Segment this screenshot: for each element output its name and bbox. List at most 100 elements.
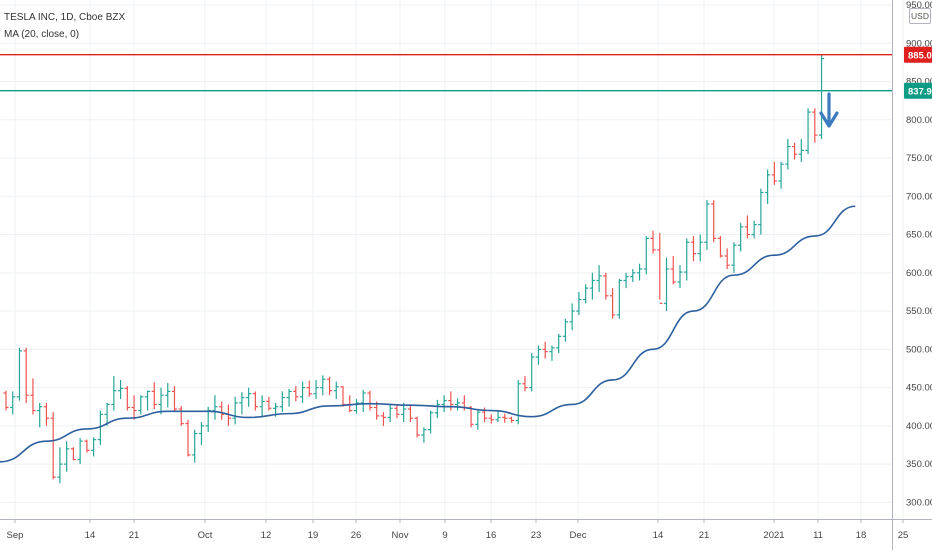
ohlc-bar[interactable] (542, 341, 548, 359)
ohlc-bar[interactable] (124, 386, 130, 411)
ohlc-bar[interactable] (111, 376, 117, 411)
ohlc-bar[interactable] (347, 395, 353, 413)
ohlc-bar[interactable] (205, 406, 211, 432)
ohlc-bar[interactable] (131, 395, 137, 420)
ohlc-bar[interactable] (643, 236, 649, 275)
currency-button[interactable]: USD (909, 8, 931, 24)
ohlc-bar[interactable] (360, 389, 366, 413)
ohlc-bar[interactable] (657, 233, 663, 305)
down-arrow-icon[interactable] (819, 92, 839, 128)
ohlc-bar[interactable] (630, 268, 636, 283)
ohlc-bar[interactable] (488, 414, 494, 424)
moving-average-line[interactable] (0, 205, 856, 463)
ohlc-bar[interactable] (37, 402, 43, 428)
ohlc-bar[interactable] (117, 379, 124, 400)
ohlc-bar[interactable] (785, 138, 791, 170)
ohlc-bar[interactable] (414, 416, 420, 438)
indicator-legend[interactable]: MA (20, close, 0) (4, 29, 80, 40)
ohlc-bar[interactable] (239, 392, 245, 415)
ohlc-bar[interactable] (84, 439, 90, 453)
ohlc-bar[interactable] (818, 54, 825, 139)
ohlc-bar[interactable] (286, 389, 292, 407)
ohlc-bar[interactable] (70, 447, 76, 461)
ohlc-bar[interactable] (192, 429, 198, 463)
ohlc-bar[interactable] (670, 255, 676, 285)
ohlc-bar[interactable] (144, 390, 151, 411)
ohlc-bar[interactable] (508, 416, 515, 423)
ohlc-bar[interactable] (589, 272, 595, 300)
ohlc-bar[interactable] (738, 223, 744, 252)
ohlc-bar[interactable] (212, 395, 218, 420)
ohlc-bar[interactable] (697, 234, 703, 262)
ohlc-bar[interactable] (23, 347, 29, 403)
ohlc-bar[interactable] (650, 230, 656, 254)
ohlc-bar[interactable] (320, 375, 326, 396)
ohlc-bar[interactable] (306, 380, 312, 397)
ohlc-bar[interactable] (603, 272, 609, 300)
ohlc-bar[interactable] (165, 383, 171, 408)
ohlc-bar[interactable] (771, 161, 777, 185)
ohlc-bar[interactable] (158, 387, 164, 415)
ohlc-bar[interactable] (684, 238, 690, 281)
ohlc-bar[interactable] (151, 382, 157, 410)
ohlc-bar[interactable] (340, 386, 346, 407)
ohlc-bar[interactable] (812, 108, 818, 143)
ohlc-bar[interactable] (535, 345, 542, 365)
ohlc-bar[interactable] (104, 402, 110, 426)
ohlc-bar[interactable] (259, 395, 265, 417)
ohlc-bar[interactable] (64, 441, 70, 472)
ohlc-bar[interactable] (50, 412, 56, 480)
ohlc-bar[interactable] (522, 376, 528, 392)
ohlc-bar[interactable] (502, 413, 508, 423)
ohlc-bar[interactable] (326, 376, 333, 396)
ohlc-bar[interactable] (367, 390, 373, 411)
ohlc-bar[interactable] (441, 395, 447, 413)
ohlc-bar[interactable] (138, 395, 144, 415)
ohlc-bar[interactable] (428, 410, 434, 434)
ohlc-bar[interactable] (515, 379, 521, 425)
ohlc-bar[interactable] (562, 318, 569, 342)
ohlc-bar[interactable] (791, 142, 798, 160)
ohlc-bar[interactable] (299, 381, 306, 403)
ohlc-bar[interactable] (704, 200, 710, 250)
ohlc-bar[interactable] (731, 242, 737, 273)
ohlc-bar[interactable] (232, 396, 238, 425)
ohlc-bar[interactable] (610, 288, 616, 319)
ohlc-bar[interactable] (596, 265, 602, 292)
ohlc-bar[interactable] (91, 437, 97, 457)
ohlc-bar[interactable] (798, 138, 804, 162)
ohlc-bar[interactable] (266, 396, 272, 411)
ohlc-bar[interactable] (495, 410, 501, 423)
ohlc-bar[interactable] (454, 398, 461, 411)
ohlc-bar[interactable] (434, 399, 440, 419)
ohlc-bar[interactable] (765, 169, 771, 204)
ohlc-bar[interactable] (805, 108, 811, 155)
ohlc-bar[interactable] (10, 391, 16, 415)
ohlc-bar[interactable] (549, 345, 555, 361)
ohlc-bar[interactable] (663, 257, 670, 312)
ohlc-bar[interactable] (178, 405, 184, 426)
ohlc-bar[interactable] (279, 391, 285, 413)
ohlc-bar[interactable] (3, 390, 9, 411)
ohlc-bar[interactable] (576, 291, 582, 315)
ohlc-bar[interactable] (744, 215, 750, 239)
ohlc-bar[interactable] (171, 386, 178, 413)
ohlc-bar[interactable] (293, 386, 299, 402)
ohlc-bar[interactable] (30, 378, 36, 415)
ohlc-bar[interactable] (43, 402, 50, 426)
ohlc-bar[interactable] (353, 399, 360, 414)
ohlc-bar[interactable] (636, 263, 643, 281)
ohlc-bar[interactable] (711, 200, 717, 243)
ohlc-bar[interactable] (198, 422, 205, 445)
ohlc-bar[interactable] (616, 278, 622, 319)
ohlc-bar[interactable] (252, 391, 258, 411)
ohlc-bar[interactable] (57, 447, 63, 484)
ohlc-bar[interactable] (583, 284, 589, 304)
ohlc-bar[interactable] (407, 404, 413, 423)
ohlc-bar[interactable] (448, 391, 454, 411)
ohlc-bar[interactable] (475, 410, 481, 430)
ohlc-bar[interactable] (569, 303, 575, 331)
ohlc-bar[interactable] (16, 347, 23, 401)
